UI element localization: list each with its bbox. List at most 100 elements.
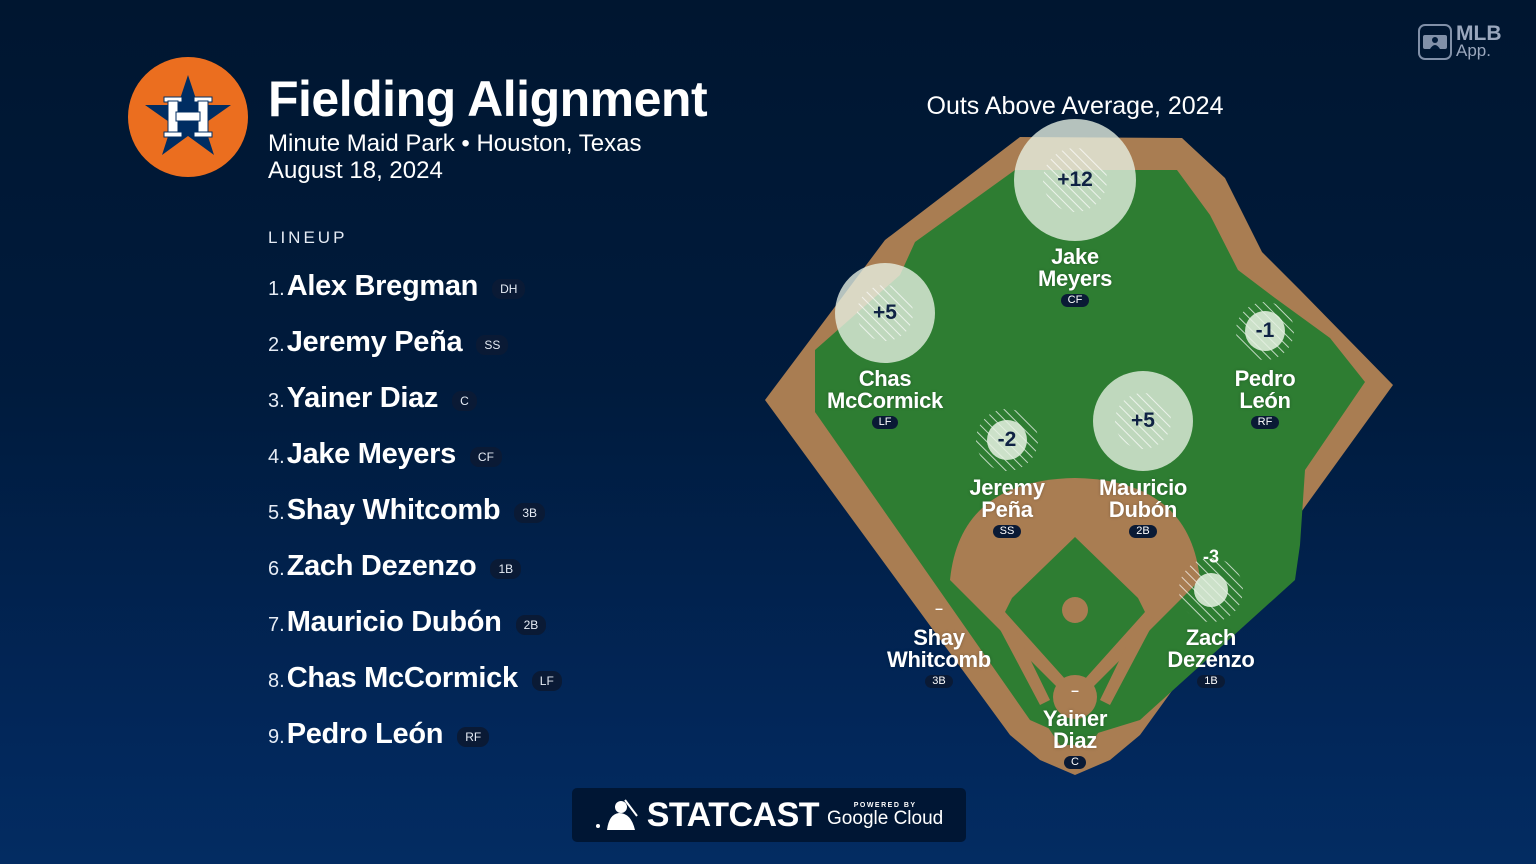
- batting-order: 1.: [268, 277, 285, 300]
- position-badge: C: [1064, 756, 1086, 769]
- player-name: Alex Bregman: [286, 269, 479, 302]
- baseline-dirt: [1100, 612, 1155, 705]
- field-player-3b: Shay Whitcomb 3B: [849, 627, 1029, 689]
- position-badge: RF: [457, 727, 490, 747]
- lineup-item: 1. Alex Bregman DH: [268, 258, 562, 314]
- last-name: Peña: [981, 497, 1033, 522]
- lineup-item: 3. Yainer Diaz C: [268, 370, 562, 426]
- mlb-batter-silhouette-icon: [595, 799, 638, 830]
- position-badge: DH: [492, 279, 526, 299]
- player-name: Yainer Diaz: [286, 381, 439, 414]
- mlb-batter-icon: [1418, 24, 1452, 60]
- position-badge: LF: [871, 416, 899, 429]
- astros-logo: [128, 57, 248, 177]
- last-name: Diaz: [1052, 728, 1098, 753]
- position-badge: 2B: [1129, 525, 1157, 538]
- oaa-value-rf: -1: [1255, 319, 1275, 342]
- player-name: Zach Dezenzo: [286, 549, 477, 582]
- lineup-item: 7. Mauricio Dubón 2B: [268, 594, 562, 650]
- first-name: Shay: [913, 625, 965, 650]
- statcast-wordmark: STATCAST: [646, 795, 820, 834]
- powered-by-label: POWERED BY: [853, 802, 917, 809]
- position-badge: LF: [531, 671, 562, 691]
- home-plate-area: [1053, 675, 1097, 719]
- mlb-app-line2: App.: [1456, 41, 1491, 60]
- oaa-bubble-cf: [1014, 119, 1136, 241]
- field-player-rf: Pedro León RF: [1175, 368, 1355, 430]
- first-name: Pedro: [1234, 366, 1296, 391]
- batting-order: 6.: [268, 557, 285, 580]
- oaa-value-2b: +5: [1131, 409, 1155, 432]
- field-player-2b: Mauricio Dubón 2B: [1053, 477, 1233, 539]
- mlb-app-line1: MLB: [1456, 22, 1502, 45]
- field-player-c: Yainer Diaz C: [985, 708, 1165, 770]
- pitchers-mound: [1062, 597, 1088, 623]
- oaa-bubble-2b: [1093, 371, 1193, 471]
- position-badge: RF: [1250, 416, 1280, 429]
- last-name: Dubón: [1108, 497, 1178, 522]
- position-badge: CF: [469, 447, 502, 467]
- player-name: Jeremy Peña: [286, 325, 463, 358]
- first-name: Jake: [1051, 244, 1099, 269]
- position-badge: 3B: [925, 675, 953, 688]
- last-name: Meyers: [1037, 266, 1113, 291]
- lineup-item: 4. Jake Meyers CF: [268, 426, 562, 482]
- last-name: Whitcomb: [887, 647, 991, 672]
- position-badge: 3B: [514, 503, 545, 523]
- venue: Minute Maid Park • Houston, Texas: [268, 130, 642, 157]
- lineup-list: 1. Alex Bregman DH 2. Jeremy Peña SS 3. Yaine…: [268, 258, 562, 762]
- player-name: Jake Meyers: [286, 437, 457, 470]
- player-name: Chas McCormick: [286, 661, 518, 694]
- player-name: Shay Whitcomb: [286, 493, 501, 526]
- star-h-icon: [145, 75, 231, 155]
- first-name: Zach: [1185, 625, 1237, 650]
- position-badge: 2B: [515, 615, 547, 635]
- batting-order: 4.: [268, 445, 285, 468]
- position-badge: CF: [1060, 294, 1090, 307]
- lineup-item: 8. Chas McCormick LF: [268, 650, 562, 706]
- oaa-bubble-lf: [835, 263, 935, 363]
- field-player-ss: Jeremy Peña SS: [917, 477, 1097, 539]
- batting-order: 2.: [268, 333, 285, 356]
- batting-order: 7.: [268, 613, 285, 636]
- powered-by-google-cloud: POWERED BY Google Cloud: [827, 802, 943, 828]
- google-cloud-label: Google Cloud: [827, 808, 944, 829]
- player-name: Mauricio Dubón: [286, 605, 502, 638]
- page-title: Fielding Alignment: [268, 71, 708, 127]
- oaa-value-c: –: [1071, 682, 1079, 698]
- last-name: León: [1239, 388, 1291, 413]
- oaa-value-3b: –: [935, 600, 943, 616]
- field-player-lf: Chas McCormick LF: [795, 368, 975, 430]
- position-badge: SS: [476, 335, 509, 355]
- oaa-value-1b: -3: [1202, 546, 1220, 567]
- oaa-bubble-1b: [1179, 558, 1243, 622]
- last-name: Dezenzo: [1167, 647, 1255, 672]
- position-badge: 1B: [490, 559, 522, 579]
- first-name: Yainer: [1042, 706, 1108, 731]
- batting-order: 5.: [268, 501, 285, 524]
- lineup-item: 2. Jeremy Peña SS: [268, 314, 562, 370]
- first-name: Chas: [858, 366, 912, 391]
- oaa-value-lf: +5: [873, 301, 897, 324]
- chart-title: Outs Above Average, 2024: [926, 92, 1224, 120]
- batting-order: 9.: [268, 725, 285, 748]
- position-badge: SS: [992, 525, 1022, 538]
- oaa-value-cf: +12: [1057, 168, 1093, 191]
- backstop-grass: [1045, 723, 1105, 745]
- position-badge: 1B: [1197, 675, 1225, 688]
- lineup-item: 9. Pedro León RF: [268, 706, 562, 762]
- player-name: Pedro León: [286, 717, 444, 750]
- subtitle: Minute Maid Park • Houston, Texas August…: [268, 130, 641, 184]
- batting-order: 8.: [268, 669, 285, 692]
- oaa-bubble-ss: [976, 409, 1038, 471]
- lineup-item: 6. Zach Dezenzo 1B: [268, 538, 562, 594]
- lineup-heading: LINEUP: [268, 228, 348, 247]
- last-name: McCormick: [827, 388, 943, 413]
- baseline-dirt: [995, 612, 1050, 705]
- statcast-footer: STATCAST POWERED BY Google Cloud: [572, 788, 966, 842]
- mlb-app-logo: MLB App.: [1418, 22, 1502, 60]
- batting-order: 3.: [268, 389, 285, 412]
- first-name: Jeremy: [969, 475, 1045, 500]
- field-player-cf: Jake Meyers CF: [985, 246, 1165, 308]
